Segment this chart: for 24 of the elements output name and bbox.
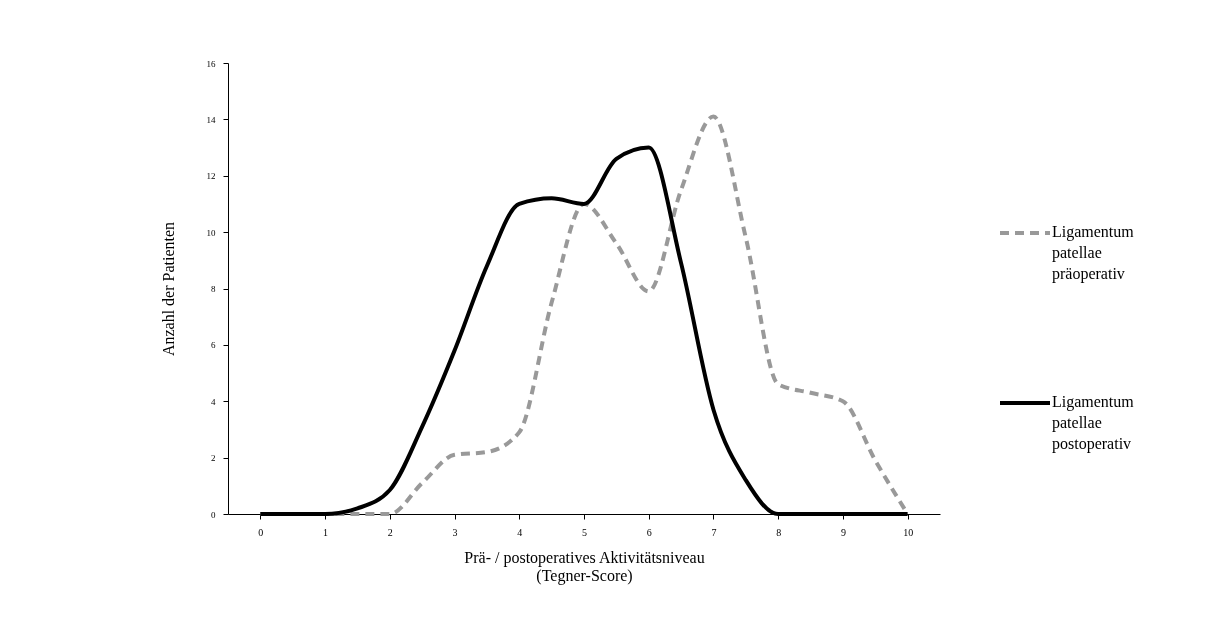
y-tick-label: 16 [206,58,216,69]
x-tick-label: 6 [646,526,652,538]
x-axis-title: Prä- / postoperatives Aktivitätsniveau (Tegner-Score) [464,548,705,585]
y-tick-label: 2 [211,453,216,464]
y-tick-label: 0 [211,509,216,520]
y-axis-title: Anzahl der Patienten [159,221,177,357]
x-tick-label: 1 [323,526,329,538]
y-tick-label: 6 [211,340,216,351]
x-tick-label: 0 [258,526,264,538]
y-tick-label: 4 [211,396,216,407]
x-tick-label: 2 [387,526,393,538]
x-tick-label: 4 [517,526,523,538]
y-tick-label: 10 [206,227,216,238]
y-tick-label: 8 [211,284,216,294]
x-tick-label: 5 [582,526,587,538]
x-tick-label: 8 [776,526,782,538]
y-tick-label: 14 [206,114,216,125]
x-tick-label: 10 [903,526,914,538]
x-tick-label: 3 [452,526,458,538]
y-tick-label: 12 [206,171,216,182]
legend-label: Ligamentum patellae präoperativ [1052,223,1135,283]
x-tick-label: 7 [711,526,717,538]
legend-label: Ligamentum patellae postoperativ [1052,393,1135,453]
x-tick-label: 9 [840,526,846,538]
